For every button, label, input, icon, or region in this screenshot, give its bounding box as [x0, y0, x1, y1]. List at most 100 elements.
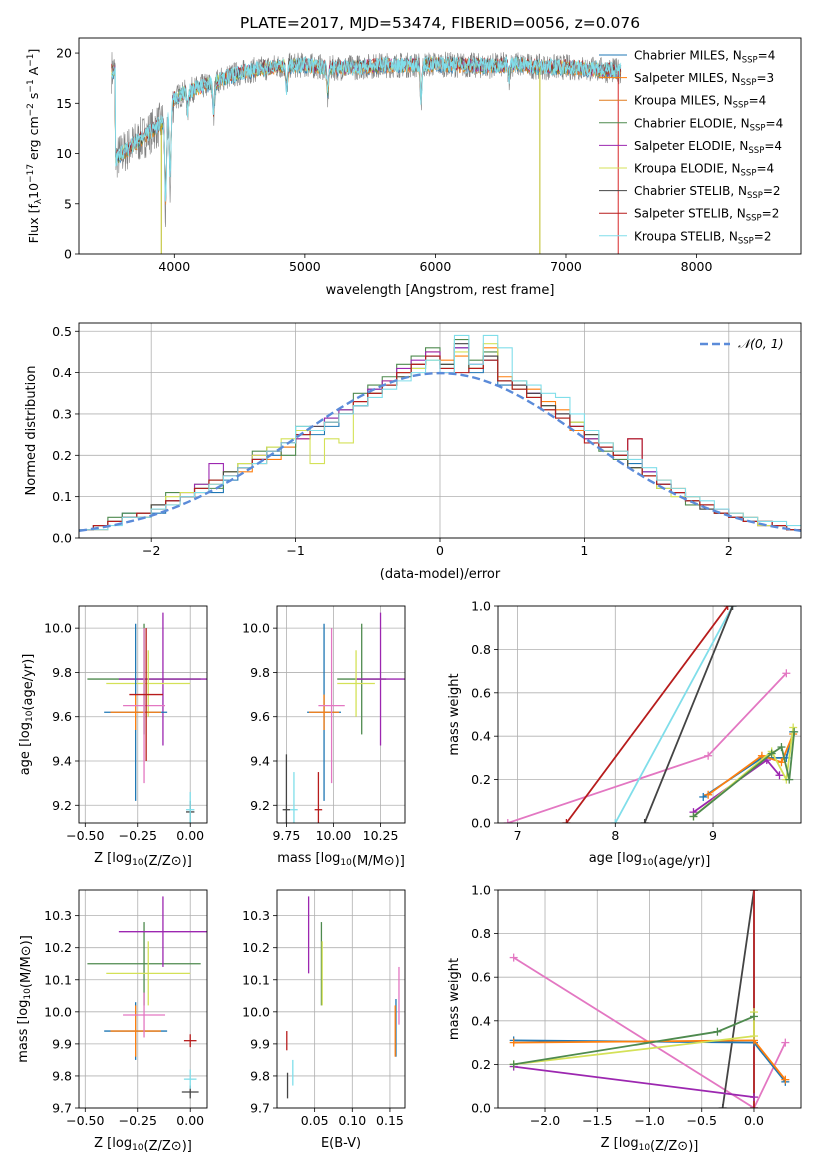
x-tick-label: 10.00 [316, 828, 352, 843]
weight-vs-age-panel: 7 8 9 0.0 0.2 0.4 0.6 0.8 1.0 age [log10(age/yr)]… [447, 599, 802, 869]
weight-line [513, 956, 787, 1108]
x-axis-label: Z [log10(Z/Z⊙)] [94, 851, 192, 869]
x-axis-label: Z [log10(Z/Z⊙)] [601, 1136, 699, 1154]
y-tick-label: 9.4 [52, 754, 72, 769]
x-axis-label: mass [log10(M/M⊙)] [277, 851, 405, 869]
model-spectrum-line [111, 57, 622, 202]
mass-vs-Z-panel: −0.50 −0.25 0.00 9.7 9.8 9.9 10.0 10.1 10.2 10.3 Z… [16, 889, 208, 1154]
x-tick-label: 10.25 [363, 828, 399, 843]
weight-vs-Z-panel: −2.0 −1.5 −1.0 −0.5 0.0 0.0 0.2 0.4 0.6 0.8 1.0 Z [… [447, 883, 802, 1154]
weight-line [643, 606, 734, 823]
weight-line [707, 733, 795, 796]
x-axis-label: Z [log10(Z/Z⊙)] [94, 1136, 192, 1154]
residuals-panel: −2 −1 0 1 2 0.0 0.1 0.2 0.3 0.4 0.5 (data-model)/er… [24, 322, 802, 582]
histogram-lines [79, 334, 801, 532]
spectrum-legend: Chabrier MILES, NSSP=4 Salpeter MILES, NS… [599, 49, 783, 246]
axes-frame [78, 889, 208, 1109]
x-tick-label: 0.05 [301, 1113, 329, 1128]
y-tick-label: 0 [64, 247, 72, 262]
y-tick-label: 0.0 [471, 816, 491, 831]
y-tick-label: 9.7 [52, 1101, 72, 1116]
errorbars [87, 896, 207, 1099]
weight-line [513, 1065, 755, 1098]
weight-line [702, 731, 795, 798]
y-tick-label: 0.1 [52, 489, 72, 504]
gaussian-curve [79, 371, 801, 532]
y-tick-label: 0.8 [471, 642, 491, 657]
y-tick-label: 9.6 [250, 709, 270, 724]
x-tick-label: 0.10 [338, 1113, 366, 1128]
x-tick-label: −2.0 [530, 1113, 560, 1128]
x-axis-label: age [log10(age/yr)] [589, 851, 711, 869]
y-tick-label: 0.6 [471, 970, 491, 985]
y-tick-label: 9.2 [250, 798, 270, 813]
y-tick-label: 0.2 [471, 1057, 491, 1072]
model-spectrum-line [111, 58, 622, 205]
x-tick-label: 0.00 [176, 828, 204, 843]
errorbars [87, 612, 207, 823]
y-tick-label: 10.0 [44, 621, 72, 636]
age-vs-mass-panel: 9.75 10.00 10.25 9.2 9.4 9.6 9.8 10.0 mass [log1… [242, 605, 406, 869]
x-tick-label: 7 [514, 828, 522, 843]
legend-label: Chabrier ELODIE, NSSP=4 [634, 116, 783, 133]
y-axis-label: mass [log10(M/M⊙)] [16, 935, 34, 1063]
x-axis-label: (data-model)/error [380, 567, 501, 582]
x-tick-label: −1 [286, 543, 304, 558]
x-tick-label: 1 [580, 543, 588, 558]
x-tick-label: −1.0 [634, 1113, 664, 1128]
y-tick-label: 9.7 [250, 1101, 270, 1116]
spectrum-lines [111, 51, 622, 254]
y-tick-label: 0.4 [52, 365, 72, 380]
y-tick-label: 0.0 [471, 1101, 491, 1116]
model-spectrum-line [111, 55, 622, 201]
y-tick-label: 9.8 [52, 665, 72, 680]
weight-lines [503, 606, 799, 823]
y-tick-label: 0.2 [471, 772, 491, 787]
errorbars [282, 612, 405, 823]
x-tick-label: 7000 [550, 259, 582, 274]
x-tick-label: 0.00 [176, 1113, 204, 1128]
weight-line [565, 606, 729, 823]
y-tick-label: 9.9 [52, 1036, 72, 1051]
x-tick-label: −0.50 [66, 828, 104, 843]
axes-frame [78, 605, 208, 824]
weight-line [721, 890, 755, 1108]
x-tick-label: 5000 [289, 259, 321, 274]
y-tick-label: 9.4 [250, 754, 270, 769]
x-tick-label: −0.5 [687, 1113, 717, 1128]
x-tick-label: −0.50 [66, 1113, 104, 1128]
x-tick-label: −2 [142, 543, 160, 558]
y-tick-label: 10 [56, 146, 72, 161]
axes-frame [497, 605, 802, 824]
x-axis-label: E(B-V) [321, 1136, 361, 1151]
y-axis-label: age [log10(age/yr)] [18, 654, 36, 776]
y-tick-label: 10.3 [44, 908, 72, 923]
y-tick-label: 10.1 [44, 972, 72, 987]
y-tick-label: 9.8 [250, 1068, 270, 1083]
weight-lines [509, 890, 790, 1108]
model-spectrum-line [111, 56, 622, 195]
y-tick-label: 9.6 [52, 709, 72, 724]
x-tick-label: 4000 [158, 259, 190, 274]
x-tick-label: 8000 [681, 259, 713, 274]
y-tick-label: 10.0 [44, 1004, 72, 1019]
x-tick-label: 6000 [420, 259, 452, 274]
y-tick-label: 10.0 [242, 621, 270, 636]
y-tick-label: 1.0 [471, 599, 491, 614]
axes-frame [276, 889, 406, 1109]
axes-frame [276, 605, 406, 824]
axes-frame [78, 37, 802, 255]
y-tick-label: 9.9 [250, 1036, 270, 1051]
y-axis-label: mass weight [447, 958, 462, 1040]
y-axis-label: Normed distribution [24, 366, 39, 496]
y-tick-label: 0.8 [471, 926, 491, 941]
x-axis-label: wavelength [Angstrom, rest frame] [326, 283, 555, 298]
model-spectrum-line [111, 57, 622, 199]
spectrum-panel: 4000 5000 6000 7000 8000 0 5 10 15 20 wavelength [… [26, 37, 802, 298]
legend-label: Kroupa MILES, NSSP=4 [634, 94, 766, 111]
x-tick-label: −1.5 [582, 1113, 612, 1128]
legend-label: Salpeter ELODIE, NSSP=4 [634, 139, 782, 156]
y-tick-label: 0.4 [471, 729, 491, 744]
figure-title: PLATE=2017, MJD=53474, FIBERID=0056, z=0… [240, 14, 640, 32]
